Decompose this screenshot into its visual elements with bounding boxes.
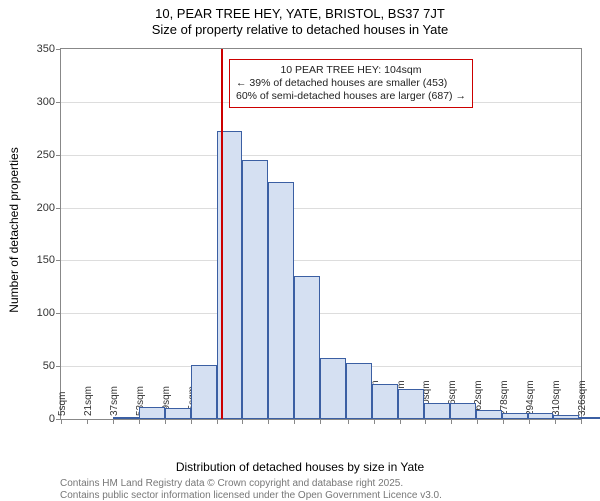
x-tick-mark	[268, 419, 269, 424]
y-tick-mark	[56, 49, 61, 50]
histogram-bar	[191, 365, 217, 419]
y-tick-label: 100	[15, 307, 55, 319]
y-tick-mark	[56, 366, 61, 367]
x-tick-label: 326sqm	[577, 380, 588, 416]
x-tick-mark	[477, 419, 478, 424]
histogram-bar	[553, 415, 579, 419]
y-tick-label: 250	[15, 149, 55, 161]
y-axis-label: Number of detached properties	[7, 147, 21, 312]
x-tick-mark	[87, 419, 88, 424]
y-tick-label: 300	[15, 96, 55, 108]
histogram-bar	[579, 417, 600, 419]
y-gridline	[61, 260, 581, 261]
x-tick-mark	[294, 419, 295, 424]
x-tick-mark	[503, 419, 504, 424]
x-tick-mark	[581, 419, 582, 424]
y-gridline	[61, 313, 581, 314]
y-tick-mark	[56, 155, 61, 156]
x-tick-mark	[61, 419, 62, 424]
x-tick-mark	[139, 419, 140, 424]
y-tick-label: 200	[15, 202, 55, 214]
x-tick-mark	[113, 419, 114, 424]
histogram-bar	[528, 413, 554, 419]
x-tick-label: 294sqm	[525, 380, 536, 416]
annotation-line: ← 39% of detached houses are smaller (45…	[236, 77, 466, 90]
histogram-bar	[398, 389, 424, 419]
histogram-bar	[165, 408, 191, 419]
x-tick-mark	[320, 419, 321, 424]
annotation-line: 60% of semi-detached houses are larger (…	[236, 90, 466, 103]
x-tick-mark	[425, 419, 426, 424]
footer-line2: Contains public sector information licen…	[60, 490, 442, 501]
y-tick-label: 50	[15, 360, 55, 372]
histogram-bar	[450, 403, 476, 419]
x-axis-label: Distribution of detached houses by size …	[0, 460, 600, 474]
histogram-bar	[113, 417, 139, 419]
annotation-line: 10 PEAR TREE HEY: 104sqm	[236, 64, 466, 77]
y-tick-mark	[56, 313, 61, 314]
x-tick-mark	[217, 419, 218, 424]
x-tick-mark	[555, 419, 556, 424]
x-tick-label: 310sqm	[551, 380, 562, 416]
x-tick-mark	[165, 419, 166, 424]
histogram-bar	[320, 358, 346, 419]
plot-area: 0501001502002503003505sqm21sqm37sqm53sqm…	[60, 48, 582, 420]
y-tick-label: 350	[15, 43, 55, 55]
x-tick-label: 37sqm	[109, 386, 120, 416]
x-tick-mark	[348, 419, 349, 424]
chart-title-line1: 10, PEAR TREE HEY, YATE, BRISTOL, BS37 7…	[0, 6, 600, 21]
histogram-bar	[242, 160, 268, 419]
reference-line	[221, 49, 223, 419]
x-tick-mark	[451, 419, 452, 424]
y-gridline	[61, 155, 581, 156]
annotation-box: 10 PEAR TREE HEY: 104sqm ← 39% of detach…	[229, 59, 473, 108]
histogram-bar	[424, 403, 450, 419]
property-size-histogram: 10, PEAR TREE HEY, YATE, BRISTOL, BS37 7…	[0, 0, 600, 500]
y-tick-label: 150	[15, 254, 55, 266]
histogram-bar	[139, 407, 165, 419]
x-tick-label: 21sqm	[83, 386, 94, 416]
x-tick-mark	[191, 419, 192, 424]
y-tick-mark	[56, 102, 61, 103]
histogram-bar	[502, 413, 528, 419]
histogram-bar	[476, 410, 502, 420]
histogram-bar	[294, 276, 320, 419]
y-tick-mark	[56, 208, 61, 209]
x-tick-label: 5sqm	[57, 392, 68, 416]
histogram-bar	[346, 363, 372, 419]
chart-title-line2: Size of property relative to detached ho…	[0, 22, 600, 37]
y-tick-label: 0	[15, 413, 55, 425]
histogram-bar	[268, 182, 294, 419]
x-tick-mark	[529, 419, 530, 424]
footer-line1: Contains HM Land Registry data © Crown c…	[60, 478, 403, 489]
x-tick-mark	[374, 419, 375, 424]
x-tick-mark	[400, 419, 401, 424]
y-gridline	[61, 208, 581, 209]
histogram-bar	[372, 384, 398, 419]
y-tick-mark	[56, 260, 61, 261]
x-tick-mark	[242, 419, 243, 424]
